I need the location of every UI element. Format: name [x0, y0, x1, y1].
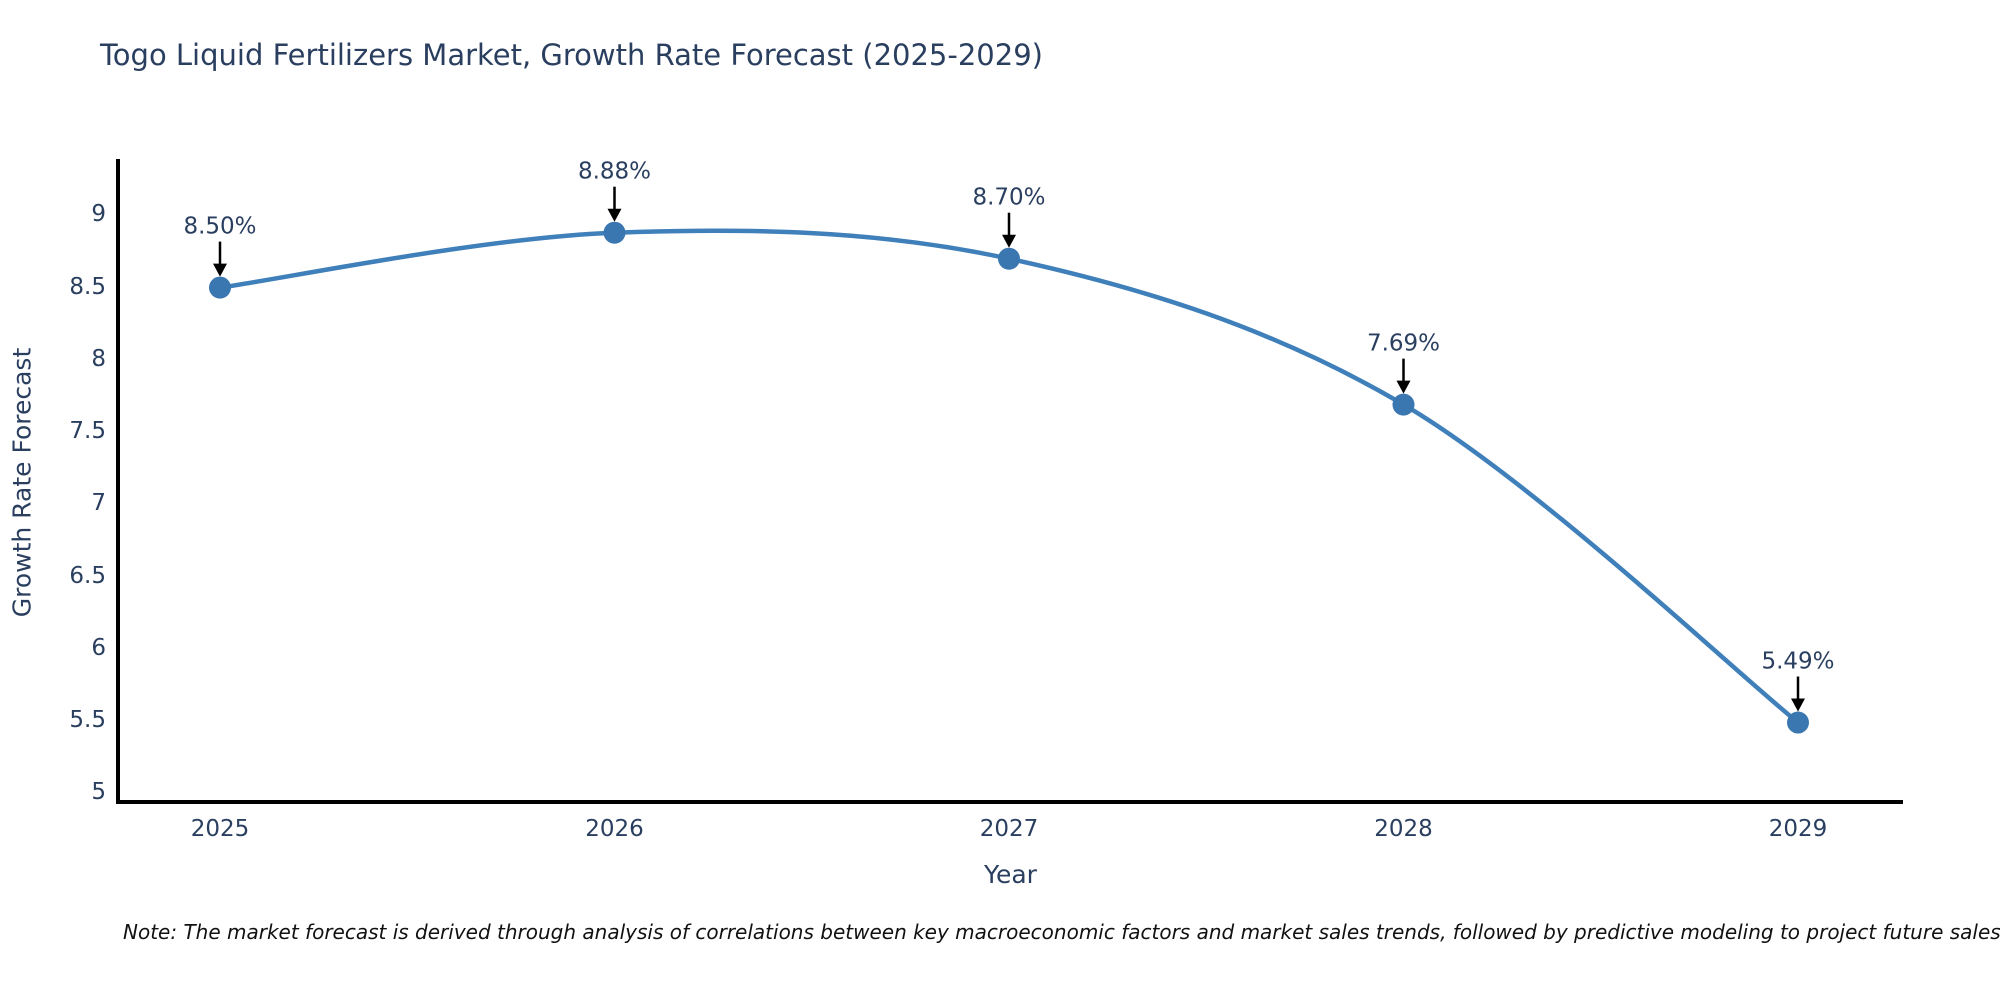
y-tick-label-5.5: 5.5: [69, 707, 106, 734]
x-tick-label-2025: 2025: [190, 816, 250, 842]
y-axis-ticks: 5 5.5 6 6.5 7 7.5 8 8.5 9: [6, 0, 106, 1000]
data-point-marker-2028[interactable]: [1392, 393, 1415, 416]
x-tick-label-2027: 2027: [979, 816, 1039, 842]
annotation-arrowhead: [607, 208, 622, 222]
footnote: Note: The market forecast is derived thr…: [123, 920, 2000, 944]
y-tick-label-8: 8: [91, 345, 106, 372]
y-tick-label-5: 5: [91, 779, 106, 806]
point-label: 8.88%: [578, 159, 651, 185]
axis-spines: [116, 159, 1903, 804]
x-tick-label-2026: 2026: [585, 816, 644, 842]
annotations-group: 8.50% 8.88% 8.70% 7.69% 5.49%: [183, 159, 1835, 712]
data-point-marker-2025[interactable]: [209, 276, 231, 299]
x-axis-title: Year: [984, 860, 1037, 889]
forecast-line: [219, 228, 1800, 725]
y-tick-label-7: 7: [91, 490, 106, 517]
x-axis-ticks: 2025 2026 2027 2028 2029: [0, 816, 2000, 850]
x-tick-label-2029: 2029: [1768, 816, 1828, 842]
y-tick-label-8.5: 8.5: [69, 273, 106, 300]
annotation-arrowhead: [1396, 380, 1411, 394]
chart-title: Togo Liquid Fertilizers Market, Growth R…: [100, 38, 1043, 72]
annotation-arrowhead: [1791, 698, 1805, 712]
point-label: 8.70%: [972, 185, 1045, 211]
point-label: 5.49%: [1761, 649, 1834, 675]
data-point-marker-2027[interactable]: [998, 247, 1020, 270]
y-tick-label-6.5: 6.5: [69, 562, 106, 589]
annotation-arrowhead: [213, 263, 227, 277]
point-label: 8.50%: [183, 214, 256, 240]
data-point-marker-2026[interactable]: [603, 221, 626, 244]
y-tick-label-9: 9: [91, 201, 106, 228]
annotation-arrowhead: [1002, 234, 1016, 248]
data-markers-group: [209, 221, 1809, 734]
data-point-marker-2029[interactable]: [1787, 711, 1809, 734]
y-tick-label-7.5: 7.5: [69, 418, 106, 445]
x-tick-label-2028: 2028: [1374, 816, 1433, 842]
data-line-group: [219, 228, 1800, 725]
point-label: 7.69%: [1367, 331, 1440, 357]
y-tick-label-6: 6: [91, 634, 106, 661]
